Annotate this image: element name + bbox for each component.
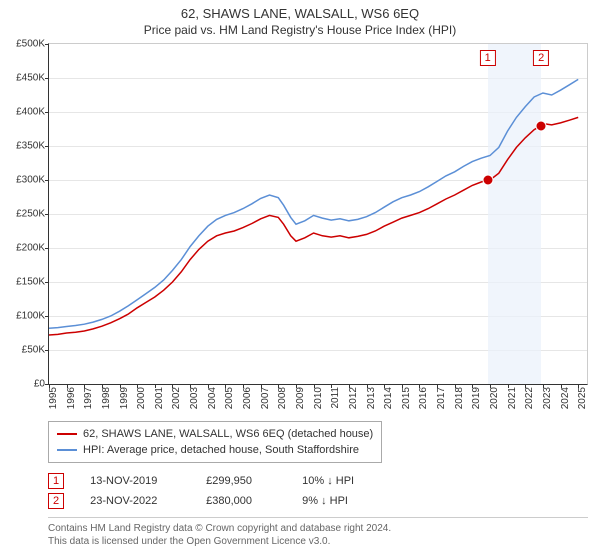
- x-axis-label: 2011: [330, 387, 341, 409]
- legend-row: HPI: Average price, detached house, Sout…: [57, 442, 373, 458]
- chart-legend: 62, SHAWS LANE, WALSALL, WS6 6EQ (detach…: [48, 421, 382, 463]
- legend-row: 62, SHAWS LANE, WALSALL, WS6 6EQ (detach…: [57, 426, 373, 442]
- page-title: 62, SHAWS LANE, WALSALL, WS6 6EQ: [6, 6, 594, 21]
- transaction-index: 2: [48, 493, 64, 509]
- x-axis-label: 2007: [260, 387, 271, 409]
- x-axis-label: 2018: [454, 387, 465, 409]
- x-axis-label: 2006: [242, 387, 253, 409]
- x-axis-label: 2005: [224, 387, 235, 409]
- series-line-hpi: [49, 79, 578, 328]
- transaction-row: 2 23-NOV-2022 £380,000 9% ↓ HPI: [48, 491, 588, 511]
- x-axis-label: 1997: [83, 387, 94, 409]
- y-axis-label: £250K: [16, 209, 49, 220]
- x-axis-label: 2014: [383, 387, 394, 409]
- chart-lines-svg: [49, 44, 587, 384]
- transaction-callout: 2: [533, 50, 549, 66]
- y-axis-label: £450K: [16, 73, 49, 84]
- x-axis-label: 2019: [471, 387, 482, 409]
- x-axis-label: 1998: [101, 387, 112, 409]
- x-axis-label: 2001: [154, 387, 165, 409]
- x-axis-label: 2015: [401, 387, 412, 409]
- x-axis-label: 2025: [577, 387, 588, 409]
- series-line-property: [49, 117, 578, 335]
- x-axis-label: 2010: [313, 387, 324, 409]
- transaction-date: 13-NOV-2019: [90, 471, 180, 491]
- x-axis-label: 2024: [560, 387, 571, 409]
- x-axis-label: 2000: [136, 387, 147, 409]
- x-axis-label: 2020: [489, 387, 500, 409]
- x-axis-label: 2017: [436, 387, 447, 409]
- x-axis-label: 2023: [542, 387, 553, 409]
- legend-swatch: [57, 449, 77, 451]
- x-axis-labels: 1995 1996 1997 1998 1999 2000 2001 2002 2003 2004…: [48, 385, 586, 415]
- y-axis-label: £0: [34, 379, 49, 390]
- transaction-price: £299,950: [206, 471, 276, 491]
- x-axis-label: 1999: [119, 387, 130, 409]
- y-axis-label: £300K: [16, 175, 49, 186]
- y-axis-label: £350K: [16, 141, 49, 152]
- footer-line-1: Contains HM Land Registry data © Crown c…: [48, 522, 588, 535]
- y-axis-label: £200K: [16, 243, 49, 254]
- transaction-marker: [536, 120, 547, 131]
- x-axis-label: 2002: [171, 387, 182, 409]
- x-axis-label: 1995: [48, 387, 59, 409]
- transaction-index: 1: [48, 473, 64, 489]
- transaction-delta: 9% ↓ HPI: [302, 491, 348, 511]
- x-axis-label: 2022: [524, 387, 535, 409]
- x-axis-label: 2009: [295, 387, 306, 409]
- transaction-marker: [482, 175, 493, 186]
- y-axis-label: £150K: [16, 277, 49, 288]
- x-axis-label: 2016: [418, 387, 429, 409]
- transaction-table: 1 13-NOV-2019 £299,950 10% ↓ HPI 2 23-NOV-202…: [48, 471, 588, 511]
- transaction-delta: 10% ↓ HPI: [302, 471, 354, 491]
- footer-line-2: This data is licensed under the Open Gov…: [48, 535, 588, 548]
- page-subtitle: Price paid vs. HM Land Registry's House …: [6, 23, 594, 37]
- y-axis-label: £500K: [16, 39, 49, 50]
- y-axis-label: £50K: [22, 345, 49, 356]
- x-axis-label: 2008: [277, 387, 288, 409]
- transaction-callout: 1: [480, 50, 496, 66]
- x-axis-label: 1996: [66, 387, 77, 409]
- transaction-date: 23-NOV-2022: [90, 491, 180, 511]
- x-axis-label: 2021: [507, 387, 518, 409]
- x-axis-label: 2003: [189, 387, 200, 409]
- x-axis-label: 2012: [348, 387, 359, 409]
- x-axis-label: 2013: [366, 387, 377, 409]
- chart-plot-area: £0£50K£100K£150K£200K£250K£300K£350K£400…: [48, 43, 588, 385]
- legend-swatch: [57, 433, 77, 435]
- transaction-row: 1 13-NOV-2019 £299,950 10% ↓ HPI: [48, 471, 588, 491]
- legend-label: 62, SHAWS LANE, WALSALL, WS6 6EQ (detach…: [83, 426, 373, 442]
- x-axis-label: 2004: [207, 387, 218, 409]
- legend-label: HPI: Average price, detached house, Sout…: [83, 442, 359, 458]
- attribution-footer: Contains HM Land Registry data © Crown c…: [48, 517, 588, 548]
- y-axis-label: £100K: [16, 311, 49, 322]
- y-axis-label: £400K: [16, 107, 49, 118]
- transaction-price: £380,000: [206, 491, 276, 511]
